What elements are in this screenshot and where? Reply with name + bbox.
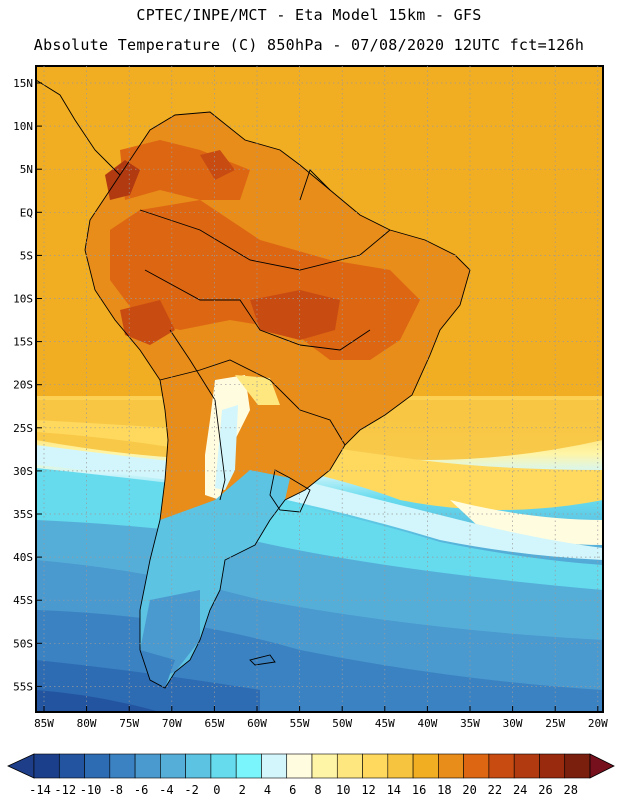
colorbar-over-arrow (589, 753, 615, 779)
lon-label: 50W (332, 717, 352, 730)
colorbar-label: -4 (159, 783, 173, 797)
colorbar-label: 16 (412, 783, 426, 797)
colorbar-label: 14 (387, 783, 401, 797)
colorbar-swatch (387, 753, 414, 779)
colorbar-swatch (438, 753, 464, 779)
colorbar-swatch (210, 753, 237, 779)
lon-label: 45W (375, 717, 395, 730)
colorbar-label: -14 (29, 783, 51, 797)
colorbar-label: 22 (488, 783, 502, 797)
colorbar-label: 6 (289, 783, 296, 797)
colorbar-swatch (58, 753, 85, 779)
colorbar-swatch (185, 753, 212, 779)
lat-label: 55S (13, 680, 33, 693)
lon-label: 70W (162, 717, 182, 730)
colorbar-label: 8 (314, 783, 321, 797)
colorbar-swatch (412, 753, 439, 779)
colorbar-swatch (336, 753, 363, 779)
lat-label: 40S (13, 551, 33, 564)
lat-label: 10S (13, 293, 33, 306)
colorbar-swatch (261, 753, 288, 779)
colorbar-label: 4 (264, 783, 271, 797)
colorbar-label: 20 (462, 783, 476, 797)
colorbar-swatch (564, 753, 591, 779)
graticule (36, 66, 603, 712)
temperature-field (36, 66, 603, 712)
lat-label: 10N (13, 120, 33, 133)
colorbar: -14 -12 -10 -8 -6 -4 -2 0 2 4 6 8 10 12 14 16 18 20 22 24 26… (7, 753, 615, 797)
colorbar-swatch (311, 753, 338, 779)
lon-label: 65W (204, 717, 224, 730)
colorbar-label: -2 (184, 783, 198, 797)
lat-label: 50S (13, 637, 33, 650)
colorbar-swatch (235, 753, 262, 779)
lon-label: 60W (247, 717, 267, 730)
colorbar-under-arrow (7, 753, 35, 779)
colorbar-label: -8 (109, 783, 123, 797)
colorbar-label: 10 (336, 783, 350, 797)
colorbar-label: 18 (437, 783, 451, 797)
colorbar-swatch (286, 753, 313, 779)
lat-label: 35S (13, 508, 33, 521)
colorbar-label: -12 (54, 783, 76, 797)
lon-label: 25W (545, 717, 565, 730)
colorbar-label: -6 (134, 783, 148, 797)
colorbar-swatch (539, 753, 566, 779)
title-model: CPTEC/INPE/MCT - Eta Model 15km - GFS (136, 6, 482, 24)
colorbar-label: 0 (213, 783, 220, 797)
colorbar-swatch (134, 753, 161, 779)
lat-label: 20S (13, 379, 33, 392)
lon-label: 80W (77, 717, 97, 730)
lat-label: 25S (13, 422, 33, 435)
colorbar-label: 24 (513, 783, 527, 797)
lon-label: 55W (290, 717, 310, 730)
longitude-labels: 85W 80W 75W 70W 65W 60W 55W 50W 45W 40W 35W 30W 25W 2… (34, 706, 608, 730)
lon-label: 40W (417, 717, 437, 730)
colorbar-swatch (362, 753, 389, 779)
lat-label: 15S (13, 336, 33, 349)
lon-label: 75W (119, 717, 139, 730)
lon-label: 30W (503, 717, 523, 730)
colorbar-swatch (33, 753, 60, 779)
colorbar-label: 28 (564, 783, 578, 797)
lat-label: 30S (13, 465, 33, 478)
colorbar-swatch (160, 753, 186, 779)
colorbar-swatch (109, 753, 136, 779)
latitude-labels: 15N 10N 5N EQ 5S 10S 15S 20S 25S 30S 35S 40S 45S 50S 5… (13, 77, 42, 693)
map-frame (35, 65, 604, 713)
lon-label: 35W (460, 717, 480, 730)
colorbar-label: 2 (239, 783, 246, 797)
coastlines-borders (35, 79, 471, 689)
title-variable: Absolute Temperature (C) 850hPa - 07/08/… (33, 36, 585, 54)
colorbar-swatch (84, 753, 111, 779)
lon-label: 20W (588, 717, 608, 730)
colorbar-swatch (463, 753, 490, 779)
colorbar-label: 12 (361, 783, 375, 797)
lon-label: 85W (34, 717, 54, 730)
lat-label: 45S (13, 594, 33, 607)
colorbar-label: -10 (80, 783, 102, 797)
lat-label: 5S (20, 249, 33, 262)
colorbar-swatch (513, 753, 540, 779)
lat-label: 5N (20, 163, 33, 176)
lat-label: 15N (13, 77, 33, 90)
colorbar-swatch (488, 753, 515, 779)
lat-label: EQ (20, 206, 33, 219)
colorbar-label: 26 (538, 783, 552, 797)
